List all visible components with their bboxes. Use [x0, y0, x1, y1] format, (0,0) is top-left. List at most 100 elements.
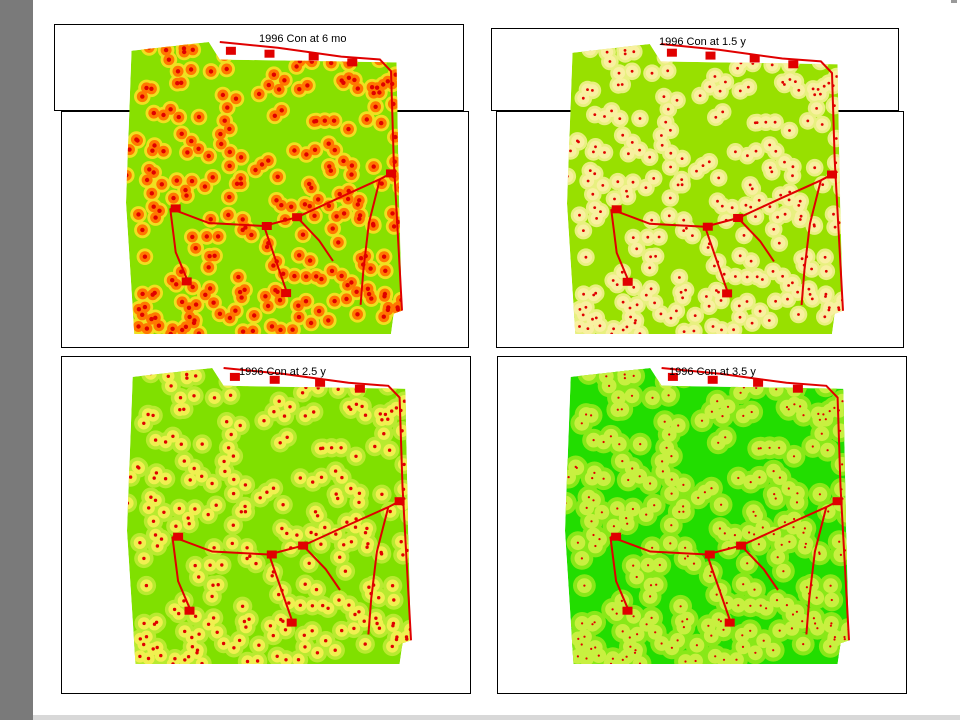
- point-center: [182, 49, 187, 55]
- point-center: [797, 88, 801, 92]
- point-center: [718, 527, 721, 530]
- point-center: [680, 157, 684, 161]
- point-center: [653, 301, 656, 305]
- point-center: [237, 638, 242, 643]
- point-center: [339, 273, 344, 279]
- point-center: [223, 469, 227, 474]
- point-center: [227, 126, 232, 132]
- point-center: [631, 507, 634, 511]
- point-center: [151, 204, 156, 209]
- point-center: [380, 418, 384, 422]
- point-center: [806, 119, 810, 123]
- halo-mid: [127, 496, 134, 510]
- point-center: [811, 445, 814, 448]
- road: [171, 536, 191, 609]
- halo-mid: [565, 495, 573, 511]
- point-center: [380, 492, 384, 496]
- point-center: [787, 408, 790, 411]
- point-center: [616, 83, 620, 87]
- point-center: [192, 466, 196, 471]
- point-center: [634, 319, 637, 322]
- point-center: [175, 81, 180, 86]
- point-center: [347, 603, 351, 607]
- point-center: [150, 148, 155, 153]
- point-center: [802, 643, 805, 646]
- point-center: [775, 599, 779, 602]
- point-center: [292, 148, 297, 153]
- point-center: [218, 131, 223, 137]
- point-center: [355, 312, 360, 317]
- point-center: [787, 284, 790, 287]
- map-area: [127, 367, 412, 664]
- point-center: [813, 166, 817, 170]
- point-center: [382, 291, 388, 297]
- point-center: [785, 406, 789, 409]
- point-center: [345, 283, 350, 288]
- point-center: [649, 255, 652, 259]
- point-center: [228, 393, 233, 397]
- point-center: [593, 113, 597, 116]
- point-center: [202, 184, 208, 189]
- point-center: [193, 302, 199, 307]
- point-center: [300, 232, 306, 237]
- halo-mid: [395, 182, 402, 193]
- point-center: [238, 176, 243, 181]
- point-center: [281, 619, 285, 623]
- settlement-block: [286, 618, 297, 627]
- point-center: [592, 293, 596, 297]
- point-center: [224, 66, 229, 72]
- point-center: [820, 123, 824, 126]
- point-center: [783, 521, 786, 524]
- point-center: [377, 596, 381, 600]
- point-center: [305, 83, 310, 88]
- point-center: [355, 86, 360, 91]
- point-center: [236, 274, 241, 280]
- point-center: [227, 194, 232, 200]
- point-center: [754, 149, 758, 153]
- point-center: [635, 303, 639, 307]
- bottom-divider: [33, 715, 960, 720]
- point-center: [309, 530, 313, 535]
- point-center: [195, 651, 199, 655]
- point-center: [591, 89, 594, 92]
- point-center: [593, 206, 597, 210]
- point-center: [616, 408, 619, 411]
- point-center: [349, 540, 354, 544]
- point-center: [142, 254, 148, 259]
- point-center: [827, 306, 831, 309]
- point-center: [245, 659, 250, 664]
- point-center: [307, 204, 312, 209]
- map-svg-1-5y: 1996 Con at 1.5 y: [491, 28, 904, 348]
- point-center: [626, 195, 629, 198]
- point-center: [581, 622, 584, 625]
- point-center: [681, 51, 684, 55]
- halo-mid: [126, 169, 132, 181]
- point-center: [216, 583, 220, 587]
- point-center: [402, 462, 406, 467]
- point-center: [297, 253, 302, 258]
- point-center: [669, 542, 672, 545]
- halo-outer: [798, 368, 821, 384]
- point-center: [393, 72, 398, 77]
- settlement-block: [173, 532, 184, 541]
- point-center: [377, 626, 382, 630]
- point-center: [375, 621, 379, 626]
- point-center: [810, 267, 813, 271]
- point-center: [757, 198, 761, 202]
- point-center: [843, 638, 846, 641]
- point-center: [383, 268, 388, 273]
- settlement-block: [702, 222, 713, 231]
- panel-title: 1996 Con at 1.5 y: [659, 36, 746, 48]
- point-center: [155, 645, 159, 650]
- point-center: [334, 214, 339, 219]
- point-center: [583, 584, 586, 587]
- point-center: [326, 318, 331, 323]
- point-center: [352, 77, 357, 83]
- point-center: [360, 404, 364, 409]
- point-center: [629, 315, 632, 319]
- point-center: [200, 474, 204, 478]
- point-center: [620, 599, 623, 602]
- point-center: [369, 296, 374, 301]
- point-center: [194, 374, 198, 378]
- point-center: [778, 629, 781, 632]
